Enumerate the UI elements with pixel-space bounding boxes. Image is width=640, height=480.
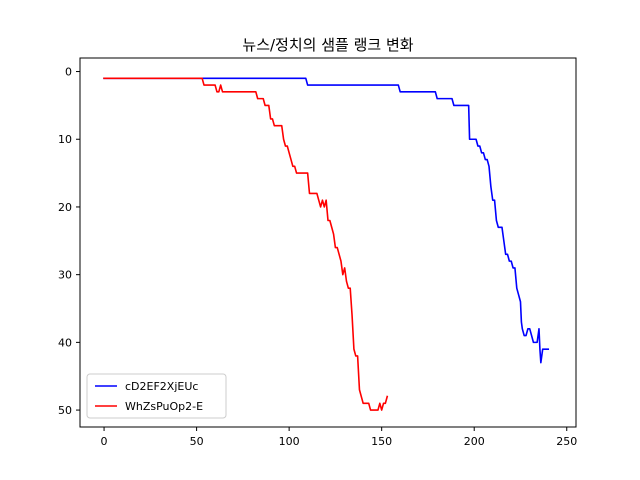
series-line-2 bbox=[103, 77, 389, 411]
x-tick-label: 0 bbox=[101, 435, 108, 448]
legend-box bbox=[86, 373, 227, 419]
legend-label: WhZsPuOp2-E bbox=[125, 400, 203, 413]
x-tick-label: 100 bbox=[279, 435, 300, 448]
y-tick-label: 10 bbox=[58, 133, 72, 146]
series-line-1 bbox=[103, 77, 550, 364]
legend-label: cD2EF2XjEUc bbox=[125, 380, 198, 393]
x-tick-label: 150 bbox=[371, 435, 392, 448]
axis-layer: 0 50 100 150 200 250 0 10 20 30 40 50 bbox=[58, 66, 577, 448]
x-tick-label: 50 bbox=[190, 435, 204, 448]
plot-frame bbox=[79, 57, 577, 428]
chart-title: 뉴스/정치의 샘플 랭크 변화 bbox=[242, 36, 413, 54]
y-tick-label: 40 bbox=[58, 336, 72, 349]
x-tick-label: 250 bbox=[556, 435, 577, 448]
y-tick-label: 0 bbox=[65, 66, 72, 79]
y-tick-label: 30 bbox=[58, 269, 72, 282]
x-tick-label: 200 bbox=[464, 435, 485, 448]
series-layer bbox=[103, 77, 550, 411]
y-tick-label: 20 bbox=[58, 201, 72, 214]
legend: cD2EF2XjEUc WhZsPuOp2-E bbox=[86, 373, 227, 419]
y-tick-label: 50 bbox=[58, 404, 72, 417]
